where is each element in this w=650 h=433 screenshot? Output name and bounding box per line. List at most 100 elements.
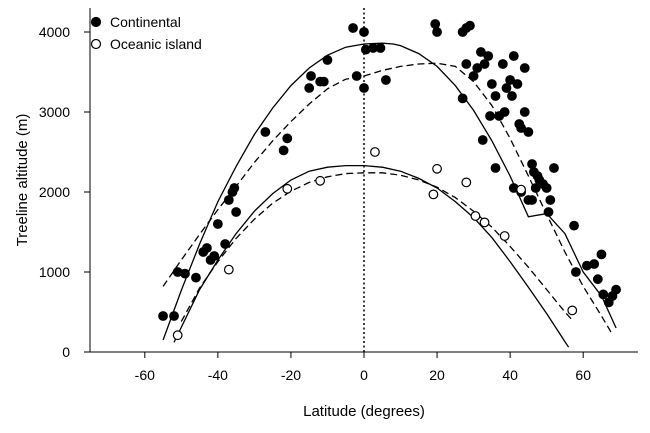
continental-dashed-curve [162,62,613,335]
oceanic-solid-curve [173,164,570,348]
x-tick-label: 20 [429,367,445,383]
continental-point [497,59,508,69]
continental-point [598,289,609,300]
continental-point [485,111,495,121]
continental-point [191,272,201,283]
oceanic-point [223,264,234,275]
y-axis-title: Treeline altitude (m) [14,114,31,247]
continental-point [359,83,369,93]
oceanic-point [516,184,526,195]
legend-marker [90,16,102,28]
continental-point [375,43,386,53]
continental-point [322,55,333,65]
continental-point [158,311,168,321]
continental-point [457,93,468,104]
continental-point [477,135,488,145]
continental-point [490,163,501,173]
continental-point [545,195,556,205]
continental-point [212,219,223,229]
oceanic-point [499,231,510,241]
continental-point [508,51,519,61]
continental-point [180,268,190,279]
oceanic-dashed-curve [180,172,573,322]
legend-marker [90,38,102,50]
continental-point [318,76,329,87]
continental-point [432,27,442,37]
x-tick-label: -20 [281,367,301,383]
continental-point [468,71,479,81]
continental-point [231,207,242,217]
continental-point [209,251,220,261]
continental-point [512,79,523,89]
x-tick-label: -40 [208,367,228,383]
continental-point [359,27,369,37]
continental-point [220,239,231,249]
continental-point [519,107,530,117]
continental-point [543,207,554,217]
continental-point [611,284,621,295]
continental-point [527,159,537,169]
continental-point [229,183,240,193]
oceanic-point [370,147,380,157]
x-tick-label: -60 [135,367,155,383]
oceanic-point [282,183,293,194]
continental-point [278,145,289,156]
continental-point [527,195,537,205]
x-tick-label: 40 [502,367,518,383]
continental-point [223,195,234,205]
continental-point [476,47,486,57]
legend-label: Oceanic island [110,36,202,52]
oceanic-point [567,305,578,316]
continental-point [348,23,358,33]
continental-point [306,71,316,81]
continental-point [260,127,271,137]
continental-point [490,91,501,101]
continental-point [472,63,483,73]
y-tick-label: 3000 [39,104,70,120]
continental-point [430,19,441,29]
oceanic-point [470,211,481,221]
continental-point [589,259,600,269]
oceanic-point [172,330,183,341]
continental-point [202,243,212,253]
oceanic-point [461,177,472,188]
continental-point [351,71,362,81]
continental-point [549,163,559,173]
continental-point [507,91,517,101]
continental-point [519,63,530,73]
continental-point [541,183,552,193]
continental-point [486,79,497,89]
continental-point [381,75,391,85]
continental-point [499,107,510,117]
continental-point [479,59,490,69]
continental-solid-curve [162,42,617,341]
y-tick-label: 4000 [39,24,70,40]
continental-point [304,83,315,93]
continental-point [592,274,603,285]
oceanic-point [479,217,490,228]
oceanic-point [432,163,442,174]
continental-point [501,83,512,93]
continental-point [282,133,293,144]
legend: Continental Oceanic island [90,14,202,52]
fitted-curves [162,42,617,348]
continental-point [570,267,581,277]
oceanic-point [428,189,439,200]
continental-point [461,59,472,69]
continental-point [169,311,179,321]
data-points [158,19,621,341]
continental-point [596,249,607,260]
continental-point [465,20,475,31]
axis-ticks: -60 -40 -20 0 20 40 60 0 1000 2000 3000 4000 [39,24,591,383]
continental-point [516,123,526,133]
oceanic-point [315,175,326,186]
x-tick-label: 60 [575,367,591,383]
x-tick-label: 0 [360,367,368,383]
continental-point [523,127,534,137]
continental-point [530,183,541,193]
legend-label: Continental [110,14,181,30]
x-axis-title: Latitude (degrees) [303,403,425,420]
y-tick-label: 2000 [39,184,70,200]
y-tick-label: 0 [62,344,70,360]
